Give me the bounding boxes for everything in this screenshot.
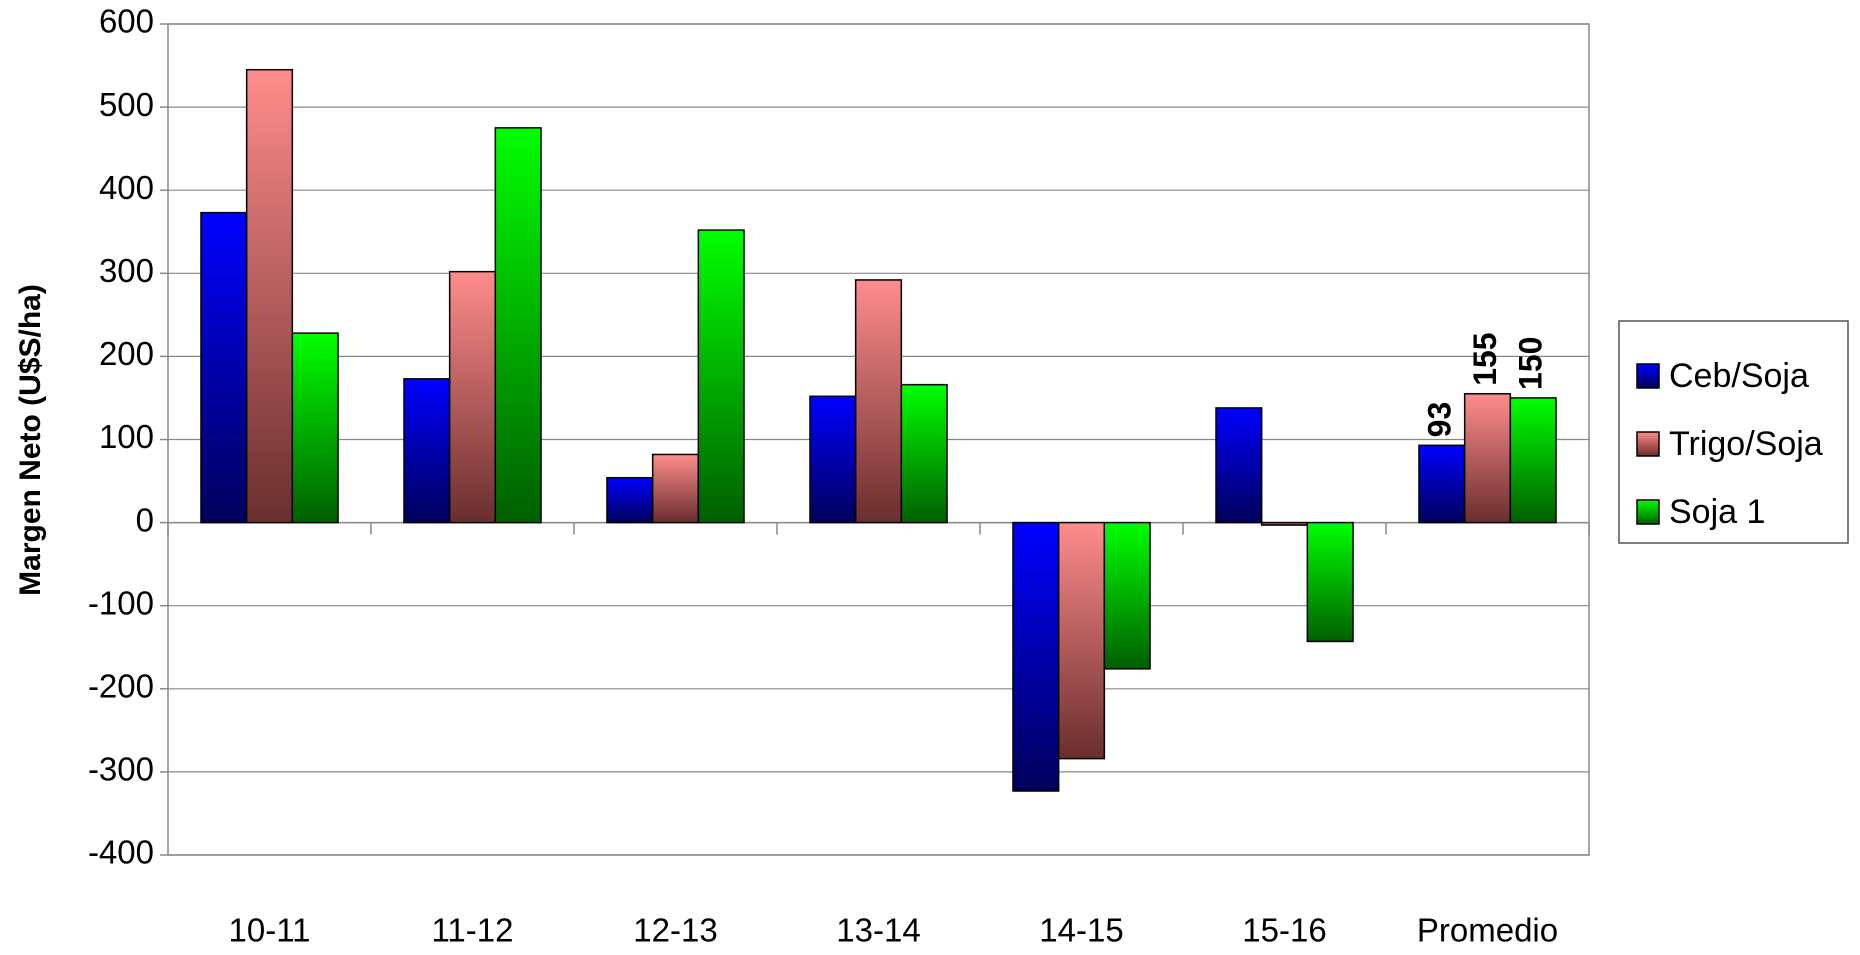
bar — [1103, 521, 1151, 670]
x-tick-label: 12-13 — [633, 912, 717, 949]
bar — [200, 211, 248, 524]
x-tick-label: 11-12 — [432, 912, 514, 949]
legend-swatch — [1636, 363, 1660, 389]
data-label: 93 — [1421, 402, 1457, 438]
bar — [900, 383, 948, 524]
bar — [1306, 521, 1354, 643]
data-label: 150 — [1513, 337, 1549, 390]
y-tick-label: 600 — [99, 3, 154, 40]
y-tick-label: 100 — [99, 418, 154, 455]
legend-swatch — [1636, 431, 1660, 457]
y-tick-label: 0 — [136, 501, 154, 538]
bar — [1463, 393, 1512, 524]
bar — [809, 395, 857, 524]
y-tick-label: -400 — [88, 834, 154, 871]
y-tick-label: 200 — [99, 335, 154, 372]
y-tick-label: -100 — [88, 584, 154, 621]
bar — [245, 68, 294, 524]
x-tick-label: 10-11 — [229, 912, 311, 949]
legend-swatch — [1636, 499, 1660, 525]
y-tick-label: -300 — [88, 751, 154, 788]
bar — [448, 270, 497, 524]
legend-label: Soja 1 — [1669, 493, 1765, 531]
bar — [1418, 444, 1466, 524]
bar — [854, 279, 903, 524]
y-tick-label: -200 — [88, 668, 154, 705]
x-tick-label: Promedio — [1417, 912, 1558, 949]
x-tick-label: 15-16 — [1242, 912, 1326, 949]
bar — [697, 229, 745, 524]
bar — [606, 476, 654, 524]
y-tick-label: 300 — [99, 252, 154, 289]
bar — [1215, 407, 1263, 524]
legend-label: Trigo/Soja — [1669, 425, 1823, 463]
bar — [1260, 521, 1309, 526]
bar — [291, 332, 339, 524]
y-axis-label: Margen Neto (U$S/ha) — [14, 284, 47, 596]
x-tick-label: 14-15 — [1039, 912, 1123, 949]
bar — [1057, 521, 1106, 760]
x-tick-label: 13-14 — [836, 912, 920, 949]
data-label: 155 — [1467, 332, 1503, 385]
y-tick-label: 400 — [99, 169, 154, 206]
legend-label: Ceb/Soja — [1669, 357, 1809, 395]
bar — [651, 453, 700, 524]
y-tick-label: 500 — [99, 86, 154, 123]
bar — [403, 378, 451, 524]
bar — [1509, 397, 1557, 524]
bar — [494, 127, 542, 524]
bar — [1012, 521, 1060, 792]
